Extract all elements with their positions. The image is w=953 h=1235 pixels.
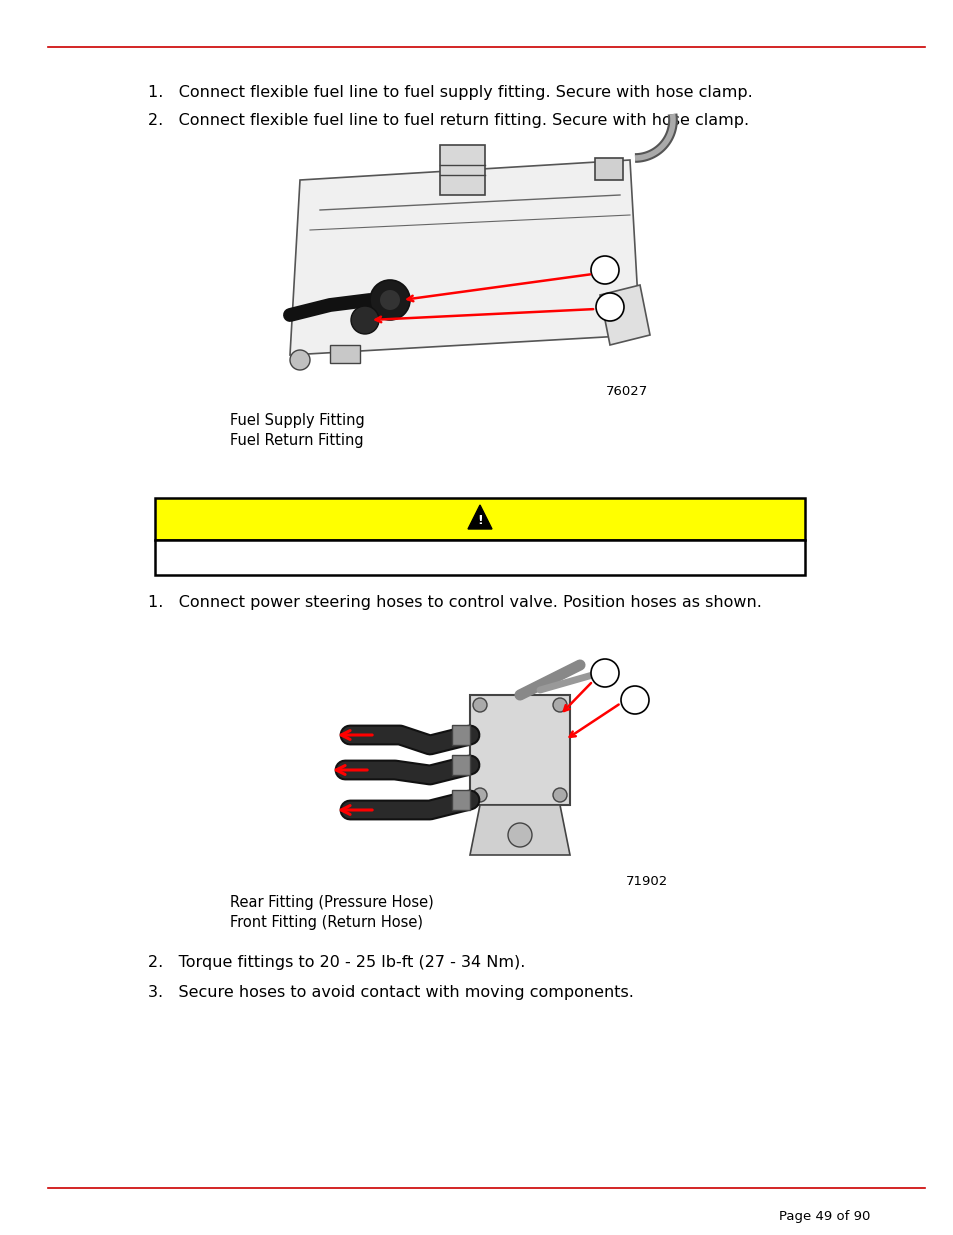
Text: 1.   Connect power steering hoses to control valve. Position hoses as shown.: 1. Connect power steering hoses to contr… [148,595,761,610]
Text: 1.   Connect flexible fuel line to fuel supply fitting. Secure with hose clamp.: 1. Connect flexible fuel line to fuel su… [148,85,752,100]
Polygon shape [468,505,492,529]
Bar [270,140,649,395]
Circle shape [507,823,532,847]
Text: 2.   Connect flexible fuel line to fuel return fitting. Secure with hose clamp.: 2. Connect flexible fuel line to fuel re… [148,112,748,128]
Bar [439,144,484,195]
Bar [452,755,470,776]
Text: 2.   Torque fittings to 20 - 25 lb-ft (27 - 34 Nm).: 2. Torque fittings to 20 - 25 lb-ft (27 … [148,955,525,969]
Polygon shape [599,285,649,345]
Circle shape [379,290,399,310]
Bar [452,790,470,810]
Text: Front Fitting (Return Hose): Front Fitting (Return Hose) [230,915,422,930]
Bar [339,645,659,876]
Text: 76027: 76027 [605,385,647,398]
Circle shape [553,788,566,802]
Bar [452,725,470,745]
Polygon shape [470,805,569,855]
Bar [330,345,359,363]
Circle shape [351,306,378,333]
Circle shape [596,293,623,321]
Circle shape [473,698,486,713]
Text: Fuel Return Fitting: Fuel Return Fitting [230,433,363,448]
Polygon shape [290,161,639,354]
Bar [595,158,622,180]
Circle shape [290,350,310,370]
Bar [154,498,804,540]
Text: 71902: 71902 [625,876,667,888]
Text: Rear Fitting (Pressure Hose): Rear Fitting (Pressure Hose) [230,895,434,910]
Bar [470,695,569,805]
Circle shape [473,788,486,802]
Circle shape [590,256,618,284]
Text: Fuel Supply Fitting: Fuel Supply Fitting [230,412,364,429]
Circle shape [370,280,410,320]
Bar [154,540,804,576]
Circle shape [590,659,618,687]
Text: Page 49 of 90: Page 49 of 90 [778,1210,869,1223]
Text: 3.   Secure hoses to avoid contact with moving components.: 3. Secure hoses to avoid contact with mo… [148,986,633,1000]
Circle shape [553,698,566,713]
Text: !: ! [476,515,482,527]
Circle shape [620,685,648,714]
